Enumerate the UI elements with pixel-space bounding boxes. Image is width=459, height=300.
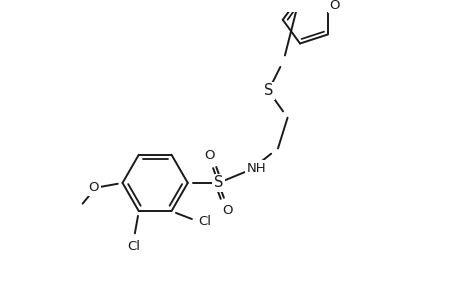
- Text: S: S: [263, 83, 273, 98]
- Text: O: O: [88, 181, 99, 194]
- Text: NH: NH: [246, 162, 266, 175]
- Text: Cl: Cl: [127, 240, 140, 253]
- Text: O: O: [329, 0, 339, 12]
- Text: Cl: Cl: [198, 215, 211, 228]
- Text: O: O: [204, 148, 215, 162]
- Text: S: S: [213, 176, 223, 190]
- Text: O: O: [221, 204, 232, 217]
